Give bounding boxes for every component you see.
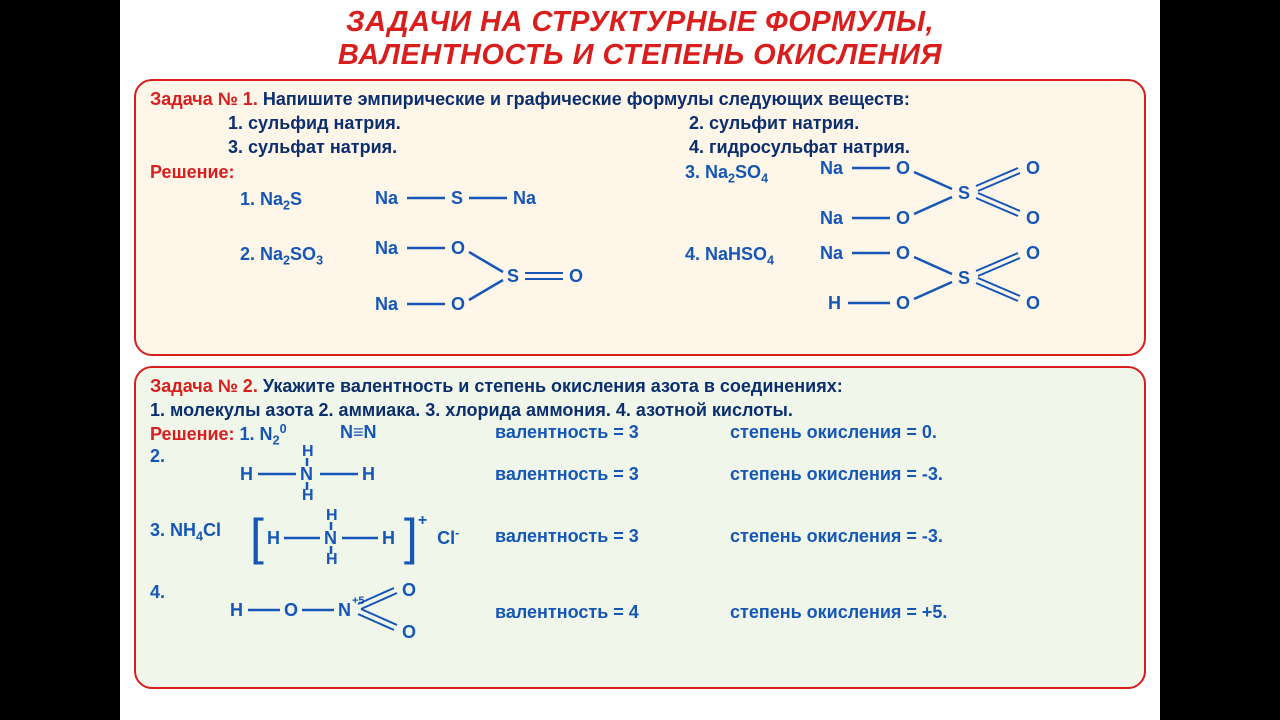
f2-label: 2. Na2SO3	[240, 244, 323, 268]
r3-ox: степень окисления = -3.	[730, 526, 943, 547]
svg-text:S: S	[958, 268, 970, 288]
svg-text:Na: Na	[375, 238, 399, 258]
r4-ox: степень окисления = +5.	[730, 602, 947, 623]
r1-val: валентность = 3	[495, 422, 639, 443]
r4-num: 4.	[150, 582, 165, 603]
task-2-header: Задача № 2. Укажите валентность и степен…	[150, 374, 1130, 398]
svg-text:H: H	[326, 507, 338, 524]
svg-text:O: O	[451, 238, 465, 258]
page: ЗАДАЧИ НА СТРУКТУРНЫЕ ФОРМУЛЫ, ВАЛЕНТНОС…	[120, 0, 1160, 720]
svg-text:H: H	[362, 464, 375, 484]
struct-hno3: H O N +5 O O	[230, 580, 490, 650]
struct-nh4cl: [ H N H H H ] + Cl-	[250, 508, 459, 566]
svg-text:N: N	[324, 528, 337, 548]
f4-label: 4. NaHSO4	[685, 244, 774, 268]
task-2-solution: Решение: 1. N20 N≡N валентность = 3 степ…	[150, 422, 1130, 677]
svg-text:H: H	[828, 293, 841, 313]
r1-ox: степень окисления = 0.	[730, 422, 937, 443]
task-1-solution: 1. Na2S 2. Na2SO3 Na S Na Na O Na O S	[150, 184, 1130, 344]
svg-text:O: O	[896, 208, 910, 228]
struct-na2so4: Na O Na O S O O	[820, 154, 1150, 244]
svg-text:O: O	[896, 158, 910, 178]
svg-text:S: S	[507, 266, 519, 286]
svg-text:N: N	[338, 600, 351, 620]
struct-nh3: H N H H H	[240, 444, 420, 502]
struct-nahso4: Na O H O S O O	[820, 239, 1150, 329]
svg-text:S: S	[958, 183, 970, 203]
title-line-1: ЗАДАЧИ НА СТРУКТУРНЫЕ ФОРМУЛЫ,	[346, 6, 934, 38]
page-title: ЗАДАЧИ НА СТРУКТУРНЫЕ ФОРМУЛЫ, ВАЛЕНТНОС…	[134, 6, 1146, 73]
task-1-text: Напишите эмпирические и графические форм…	[263, 89, 910, 109]
svg-text:Na: Na	[375, 294, 399, 314]
task-1-sub2: 2. сульфит натрия.	[689, 111, 1130, 135]
r2-ox: степень окисления = -3.	[730, 464, 943, 485]
title-line-2: ВАЛЕНТНОСТЬ И СТЕПЕНЬ ОКИСЛЕНИЯ	[338, 39, 942, 71]
task-2-box: Задача № 2. Укажите валентность и степен…	[134, 366, 1146, 690]
task-1-sub3: 3. сульфат натрия.	[150, 135, 689, 159]
r2-num: 2.	[150, 446, 165, 467]
svg-text:O: O	[402, 622, 416, 642]
struct-na2so3: Na O Na O S O	[375, 234, 615, 334]
r3-val: валентность = 3	[495, 526, 639, 547]
svg-text:O: O	[1026, 293, 1040, 313]
task-1-header: Задача № 1. Напишите эмпирические и граф…	[150, 87, 1130, 111]
svg-text:Na: Na	[820, 243, 844, 263]
svg-text:O: O	[1026, 208, 1040, 228]
svg-text:O: O	[284, 600, 298, 620]
svg-text:Na: Na	[820, 158, 844, 178]
r1-struct: N≡N	[340, 422, 377, 443]
task-2-label: Задача № 2.	[150, 376, 258, 396]
struct-na2s: Na S Na	[375, 186, 575, 214]
svg-text:O: O	[1026, 243, 1040, 263]
r4-val: валентность = 4	[495, 602, 639, 623]
svg-text:O: O	[896, 293, 910, 313]
task-1-sub1: 1. сульфид натрия.	[150, 111, 689, 135]
svg-text:H: H	[230, 600, 243, 620]
r1-formula: 1. N20	[240, 424, 287, 444]
svg-text:N: N	[300, 464, 313, 484]
task-1-box: Задача № 1. Напишите эмпирические и граф…	[134, 79, 1146, 356]
svg-text:S: S	[451, 188, 463, 208]
svg-text:H: H	[302, 443, 314, 460]
svg-text:O: O	[1026, 158, 1040, 178]
r2-val: валентность = 3	[495, 464, 639, 485]
svg-text:H: H	[382, 528, 395, 548]
r3-num: 3. NH4Cl	[150, 520, 221, 544]
task-2-solution-label: Решение:	[150, 424, 235, 444]
task-2-text: Укажите валентность и степень окисления …	[263, 376, 843, 396]
svg-text:O: O	[402, 580, 416, 600]
svg-text:Na: Na	[513, 188, 537, 208]
task-1-label: Задача № 1.	[150, 89, 258, 109]
svg-text:H: H	[240, 464, 253, 484]
svg-text:H: H	[267, 528, 280, 548]
svg-text:Na: Na	[375, 188, 399, 208]
svg-text:O: O	[451, 294, 465, 314]
svg-text:O: O	[896, 243, 910, 263]
svg-text:Na: Na	[820, 208, 844, 228]
task-2-items: 1. молекулы азота 2. аммиака. 3. хлорида…	[150, 398, 1130, 422]
f1-label: 1. Na2S	[240, 189, 302, 213]
svg-text:O: O	[569, 266, 583, 286]
f3-label: 3. Na2SO4	[685, 162, 768, 186]
